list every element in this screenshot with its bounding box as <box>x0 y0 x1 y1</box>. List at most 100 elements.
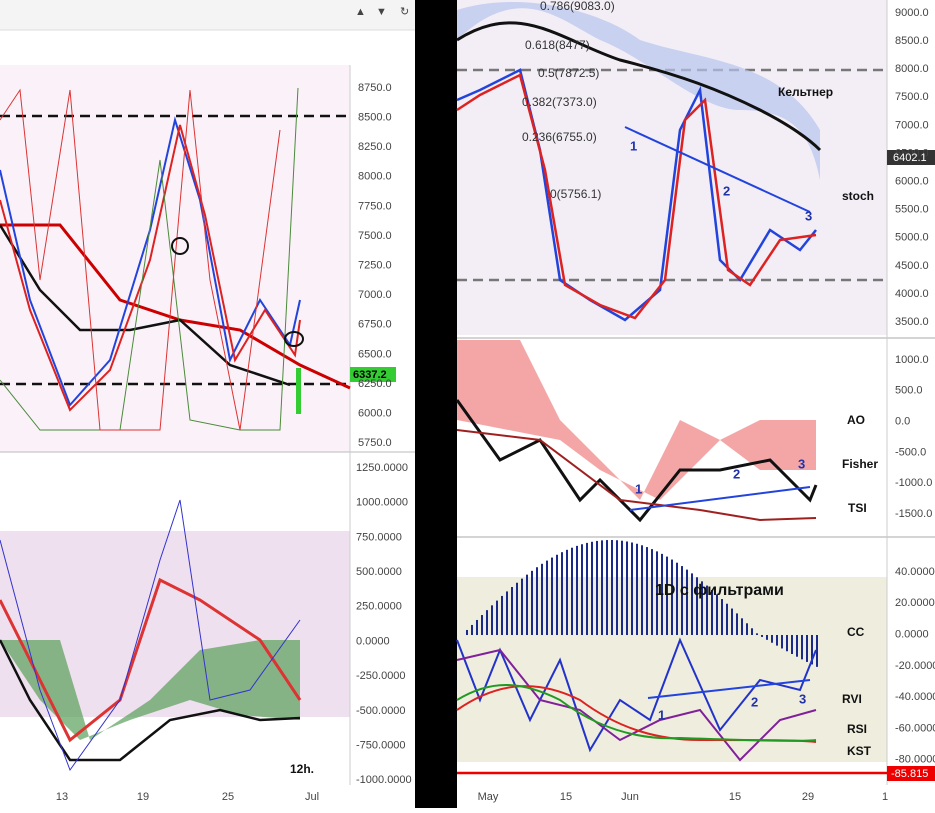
y-tick-label: 9000.0 <box>895 7 929 19</box>
annotation: Кельтнер <box>778 85 833 99</box>
y-tick-label: -40.0000 <box>895 691 935 703</box>
trend-line <box>629 486 811 511</box>
y-tick-label: -750.0000 <box>356 740 406 752</box>
annotation: RVI <box>842 692 862 706</box>
annotation: 3 <box>798 456 805 471</box>
x-tick-label: 13 <box>56 791 68 803</box>
y-tick-label: 500.0 <box>895 385 923 397</box>
trend-line <box>624 126 811 213</box>
y-tick-label: 4500.0 <box>895 260 929 272</box>
y-tick-label: 6000.0 <box>895 176 929 188</box>
annotation: 1 <box>658 707 665 722</box>
annotation: CC <box>847 625 865 639</box>
trend-line <box>647 679 811 699</box>
annotation: stoch <box>842 189 874 203</box>
x-tick-label: 25 <box>222 791 234 803</box>
y-tick-label: 750.0000 <box>356 531 402 543</box>
candle <box>296 368 301 414</box>
annotation: AO <box>847 413 865 427</box>
osc-line <box>0 639 301 762</box>
x-tick-label: Jul <box>305 791 319 803</box>
y-tick-label: 6250.0 <box>358 378 392 390</box>
y-tick-label: 8000.0 <box>895 63 929 75</box>
fib-label: 0.236(6755.0) <box>522 130 597 144</box>
fib-label: 0.618(8477) <box>525 38 590 52</box>
fib-label: 0.786(9083.0) <box>540 0 615 13</box>
y-tick-label: 5750.0 <box>358 437 392 449</box>
annotation: 2 <box>733 466 740 481</box>
value-badge <box>887 766 935 781</box>
marker <box>171 237 189 255</box>
price-badge <box>350 367 396 382</box>
y-tick-label: 8000.0 <box>358 171 392 183</box>
osc-line <box>0 499 301 772</box>
fisher-line <box>455 399 818 523</box>
cc-histogram <box>466 540 818 667</box>
stoch-line <box>0 116 301 407</box>
y-tick-label: 0.0000 <box>895 629 929 641</box>
osc-area <box>0 640 300 740</box>
y-tick-label: -250.0000 <box>356 670 406 682</box>
y-tick-label: 0.0 <box>895 416 910 428</box>
y-tick-label: -500.0 <box>895 446 926 458</box>
y-tick-label: 3500.0 <box>895 316 929 328</box>
y-tick-label: 7000.0 <box>358 289 392 301</box>
osc-line <box>0 88 281 431</box>
y-tick-label: 4000.0 <box>895 288 929 300</box>
panel-title: 1D с фильтрами <box>655 582 784 599</box>
y-tick-label: 6000.0 <box>358 408 392 420</box>
y-tick-label: -60.0000 <box>895 722 935 734</box>
y-tick-label: 1000.0 <box>895 354 929 366</box>
y-tick-label: 1000.0000 <box>356 497 408 509</box>
annotation: 2 <box>723 183 730 198</box>
fib-label: 0.5(7872.5) <box>538 66 599 80</box>
y-tick-label: 8500.0 <box>358 112 392 124</box>
annotation: KST <box>847 744 872 758</box>
fib-label: 0(5756.1) <box>550 187 601 201</box>
y-tick-label: 7500.0 <box>895 91 929 103</box>
toolbar-icon[interactable]: ▼ <box>376 6 387 18</box>
annotation: 1 <box>630 138 637 153</box>
y-tick-label: 8500.0 <box>895 35 929 47</box>
y-tick-label: -1000.0000 <box>356 774 412 786</box>
osc-line <box>0 577 302 743</box>
y-tick-label: -1500.0 <box>895 508 932 520</box>
annotation: 2 <box>751 694 758 709</box>
toolbar-icon[interactable]: ▲ <box>355 6 366 18</box>
y-tick-label: 250.0000 <box>356 601 402 613</box>
y-tick-label: 7750.0 <box>358 200 392 212</box>
annotation: 3 <box>799 691 806 706</box>
y-tick-label: 500.0000 <box>356 566 402 578</box>
y-tick-label: 8250.0 <box>358 141 392 153</box>
ma-line <box>0 224 291 387</box>
y-tick-label: 20.0000 <box>895 597 935 609</box>
x-tick-label: May <box>478 791 499 803</box>
y-tick-label: 7000.0 <box>895 119 929 131</box>
price-label: 6402.1 <box>893 152 927 164</box>
tsi-line <box>456 429 817 522</box>
stoch-line <box>456 73 817 320</box>
fib-label: 0.382(7373.0) <box>522 95 597 109</box>
y-tick-label: -20.0000 <box>895 660 935 672</box>
timeframe: 12h. <box>290 762 314 776</box>
keltner-band <box>457 1 820 180</box>
toolbar-icon[interactable]: ↻ <box>400 6 409 18</box>
marker <box>284 331 304 347</box>
y-tick-label: 7250.0 <box>358 260 392 272</box>
y-tick-label: 1250.0000 <box>356 462 408 474</box>
x-tick-label: 29 <box>802 791 814 803</box>
price-badge <box>887 150 935 165</box>
ma-line <box>456 21 822 152</box>
annotation: 3 <box>805 208 812 223</box>
x-tick-label: 15 <box>729 791 741 803</box>
y-tick-label: 6500.0 <box>358 348 392 360</box>
y-tick-label: -500.0000 <box>356 705 406 717</box>
x-tick-label: 19 <box>137 791 149 803</box>
osc-line <box>0 87 299 431</box>
y-tick-label: 7500.0 <box>358 230 392 242</box>
value-label: -85.815 <box>891 768 928 780</box>
y-tick-label: 0.0000 <box>356 635 390 647</box>
separator <box>415 0 457 808</box>
y-tick-label: 5500.0 <box>895 204 929 216</box>
